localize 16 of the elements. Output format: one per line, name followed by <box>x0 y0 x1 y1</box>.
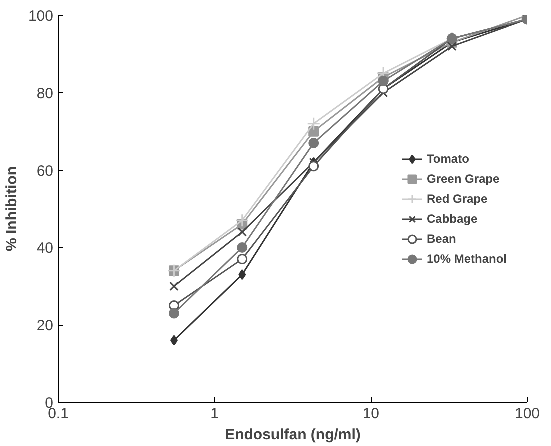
y-tick-label: 20 <box>36 318 54 335</box>
legend-label: Red Grape <box>426 192 488 206</box>
y-tick-label: 80 <box>36 85 54 102</box>
y-tick-label: 40 <box>36 240 54 258</box>
x-axis-title: Endosulfan (ng/ml) <box>225 426 361 444</box>
x-tick-label: 100 <box>514 406 540 422</box>
y-tick-label: 100 <box>28 8 54 25</box>
legend-label: Cabbage <box>426 212 478 226</box>
legend-label: Tomato <box>426 152 470 166</box>
legend-label: 10% Methanol <box>426 252 507 266</box>
y-axis-title: % Inhibition <box>3 166 20 252</box>
x-tick-label: 10 <box>362 406 380 422</box>
x-tick-label: 1 <box>210 406 220 422</box>
legend-label: Bean <box>426 232 456 246</box>
legend-label: Green Grape <box>426 172 500 186</box>
y-tick-label: 60 <box>36 162 54 180</box>
